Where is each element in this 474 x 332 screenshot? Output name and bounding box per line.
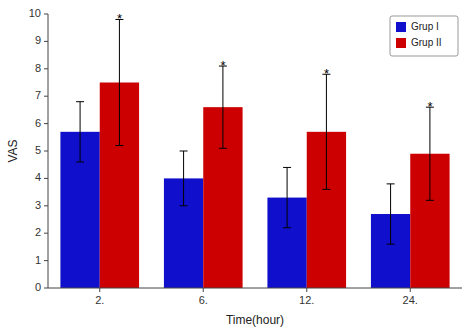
error-bar <box>283 167 291 227</box>
error-bar <box>387 184 395 244</box>
y-tick-label: 9 <box>35 34 41 46</box>
y-tick-label: 3 <box>35 199 41 211</box>
y-tick <box>44 14 48 15</box>
error-bar <box>115 19 123 145</box>
y-tick <box>44 123 48 124</box>
legend-frame <box>390 16 458 56</box>
plot-area <box>60 19 449 288</box>
x-axis: 2. 6. 12. 24. <box>48 288 462 306</box>
y-tick <box>44 288 48 289</box>
series <box>100 19 450 288</box>
chart: 0 1 2 3 4 5 6 7 8 9 10 * * * * 2. 6. 12. 24. Time(hour) VAS G… <box>0 0 474 332</box>
x-tick <box>306 288 307 292</box>
annotations: * * * * <box>117 11 433 114</box>
x-axis-label: Time(hour) <box>226 313 284 327</box>
legend-swatch <box>396 38 406 48</box>
annotation: * <box>220 58 225 73</box>
y-tick-label: 8 <box>35 62 41 74</box>
x-tick <box>99 288 100 292</box>
y-axis-line <box>48 14 49 288</box>
error-bar <box>322 74 330 189</box>
y-tick <box>44 151 48 152</box>
y-axis-label: VAS <box>6 139 20 162</box>
annotation: * <box>427 99 432 114</box>
y-tick <box>44 178 48 179</box>
error-bar <box>76 102 84 162</box>
y-tick <box>44 205 48 206</box>
annotation: * <box>324 66 329 81</box>
y-tick-label: 1 <box>35 254 41 266</box>
error-bar <box>180 151 188 206</box>
y-tick-label: 6 <box>35 117 41 129</box>
y-tick-label: 5 <box>35 144 41 156</box>
y-tick-label: 4 <box>35 171 41 183</box>
y-tick <box>44 233 48 234</box>
y-tick-label: 7 <box>35 89 41 101</box>
x-tick <box>410 288 411 292</box>
x-tick-label: 6. <box>199 294 208 306</box>
legend: Grup I Grup II <box>390 16 458 56</box>
error-bar <box>426 107 434 200</box>
error-bar <box>219 66 227 148</box>
legend-label: Grup II <box>411 37 442 48</box>
y-tick <box>44 68 48 69</box>
y-tick-label: 10 <box>29 7 41 19</box>
y-tick <box>44 41 48 42</box>
x-tick <box>203 288 204 292</box>
y-tick <box>44 260 48 261</box>
y-tick <box>44 96 48 97</box>
y-tick-label: 2 <box>35 226 41 238</box>
x-tick-label: 2. <box>95 294 104 306</box>
x-tick-label: 12. <box>299 294 314 306</box>
y-axis: 0 1 2 3 4 5 6 7 8 9 10 <box>29 7 48 293</box>
legend-label: Grup I <box>411 21 439 32</box>
x-tick-label: 24. <box>403 294 418 306</box>
x-axis-line <box>48 288 462 289</box>
annotation: * <box>117 11 122 26</box>
y-tick-label: 0 <box>35 281 41 293</box>
legend-swatch <box>396 22 406 32</box>
